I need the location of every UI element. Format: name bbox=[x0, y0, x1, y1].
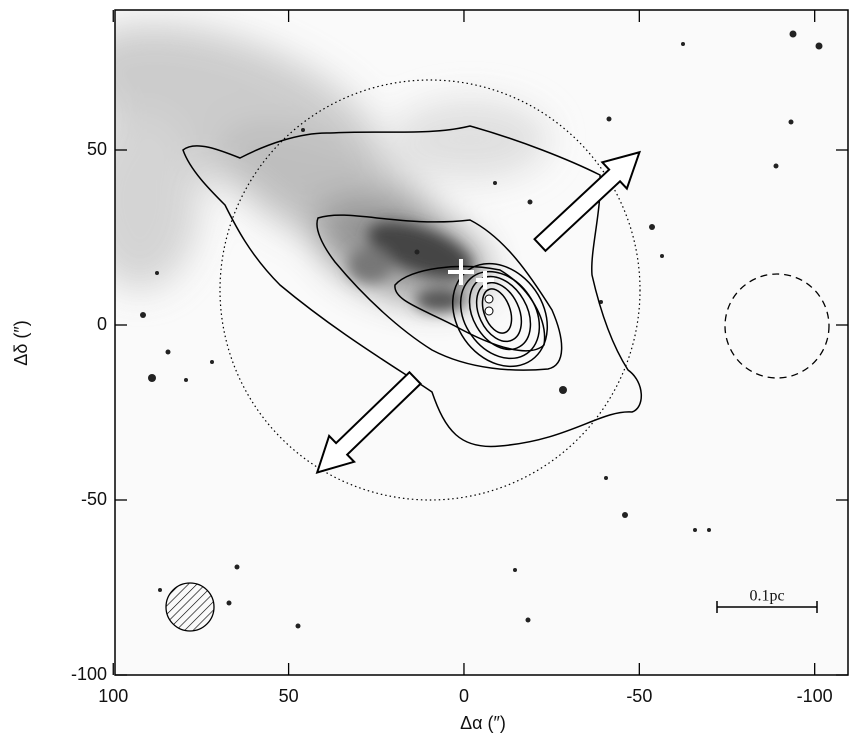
x-tick-label: -50 bbox=[626, 686, 652, 706]
x-tick-label: 0 bbox=[459, 686, 469, 706]
y-axis-label: Δδ (″) bbox=[11, 320, 31, 365]
scale-bar bbox=[716, 601, 818, 613]
x-tick-label: 50 bbox=[279, 686, 299, 706]
sky-image bbox=[115, 10, 848, 675]
y-tick-label: 0 bbox=[97, 314, 107, 334]
x-tick-label: -100 bbox=[797, 686, 833, 706]
scale-label: 0.1pc bbox=[749, 588, 784, 605]
y-tick-label: 50 bbox=[87, 139, 107, 159]
source-markers bbox=[448, 259, 494, 316]
outflow-arrow bbox=[315, 370, 422, 474]
x-tick-label: 100 bbox=[98, 686, 128, 706]
stars bbox=[140, 30, 823, 629]
y-tick-label: -100 bbox=[71, 664, 107, 684]
outflow-arrow bbox=[533, 150, 642, 253]
y-tick-label: -50 bbox=[81, 489, 107, 509]
x-axis-label: Δα (″) bbox=[460, 713, 506, 733]
plot-frame bbox=[114, 9, 849, 676]
reference-circle bbox=[724, 273, 830, 379]
beam-hatch bbox=[165, 582, 215, 632]
beam-circle bbox=[219, 79, 641, 501]
